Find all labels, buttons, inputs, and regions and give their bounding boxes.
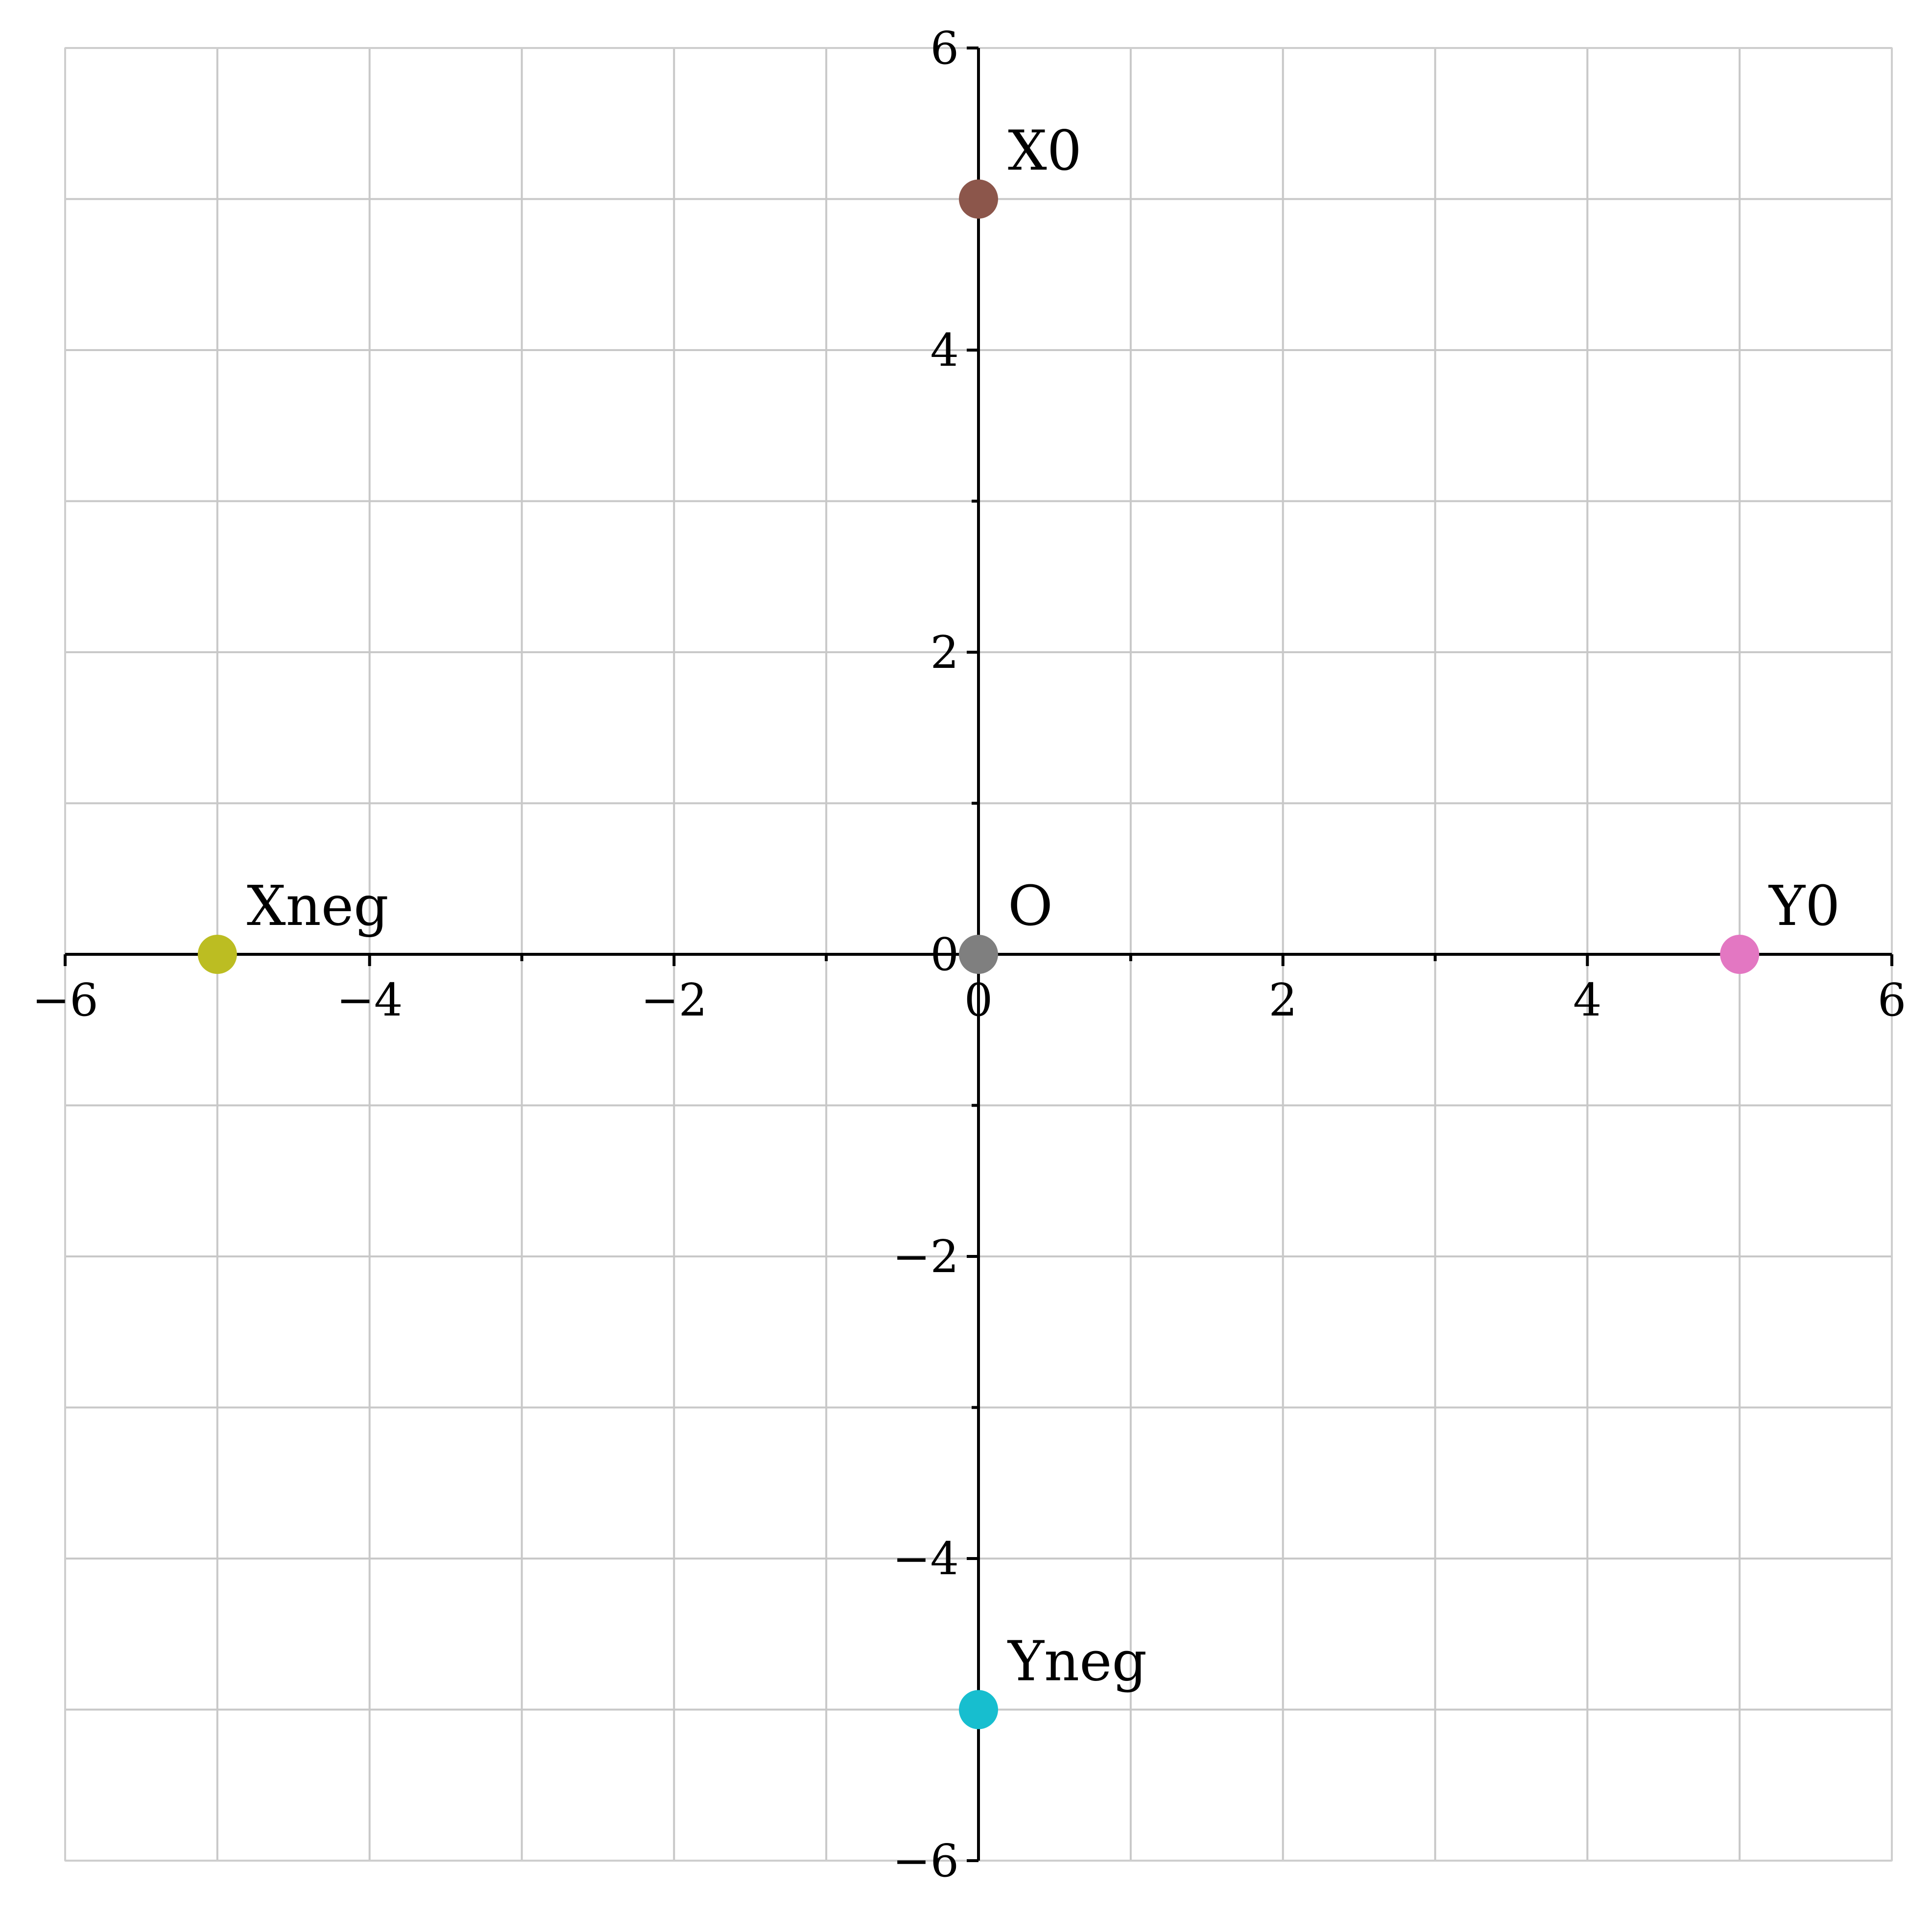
tick-labels-layer: −6 −4 −2 0 2 4 6 −6 −4 −2 0 2 4 6 (32, 22, 1906, 1887)
y-tick-label: −4 (892, 1533, 959, 1585)
y-tick-label: −6 (892, 1835, 959, 1887)
x-tick-label: 0 (964, 974, 993, 1026)
point-label-x0: X0 (1008, 119, 1082, 183)
point-label-o: O (1008, 875, 1053, 938)
x-tick-label: −4 (336, 974, 403, 1026)
y-tick-label: 6 (930, 22, 959, 74)
point-x0 (959, 179, 998, 219)
point-y0 (1720, 935, 1760, 974)
x-tick-label: 2 (1268, 974, 1297, 1026)
y-tick-label: 0 (930, 928, 959, 981)
x-tick-label: −2 (641, 974, 708, 1026)
points-layer (197, 179, 1760, 1729)
point-xneg (197, 935, 237, 974)
point-yneg (959, 1690, 998, 1729)
y-tick-label: 4 (930, 324, 959, 377)
point-label-xneg: Xneg (247, 875, 389, 938)
y-tick-label: 2 (930, 626, 959, 679)
point-label-yneg: Yneg (1007, 1630, 1147, 1694)
point-label-y0: Y0 (1768, 875, 1840, 938)
x-tick-label: 6 (1878, 974, 1907, 1026)
point-o (959, 935, 998, 974)
x-tick-label: −6 (32, 974, 98, 1026)
y-tick-label: −2 (892, 1230, 959, 1283)
x-tick-label: 4 (1573, 974, 1602, 1026)
point-labels-layer: X0 Xneg O Y0 Yneg (247, 119, 1840, 1694)
